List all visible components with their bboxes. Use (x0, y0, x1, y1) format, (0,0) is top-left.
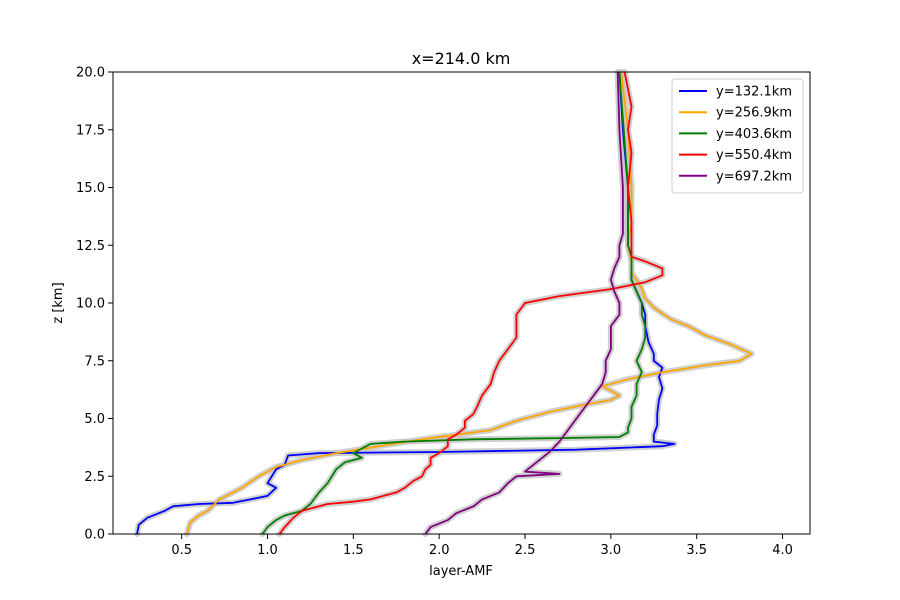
x-axis: 0.5 1.0 1.5 2.0 2.5 3.0 3.5 4.0 (171, 534, 793, 558)
y-tick-label: 17.5 (76, 123, 105, 138)
x-tick-label: 3.5 (686, 543, 707, 558)
series-lines (136, 71, 753, 535)
x-tick-label: 3.0 (601, 543, 622, 558)
x-tick-label: 0.5 (171, 543, 192, 558)
x-tick-label: 1.5 (343, 543, 364, 558)
legend-label: y=697.2km (716, 169, 792, 184)
series-line (185, 71, 753, 535)
legend-label: y=256.9km (716, 106, 792, 121)
y-tick-label: 12.5 (76, 239, 105, 254)
legend-label: y=132.1km (716, 85, 792, 100)
y-tick-label: 15.0 (76, 181, 105, 196)
legend-box (671, 78, 804, 194)
y-tick-label: 2.5 (84, 470, 105, 485)
legend-label: y=403.6km (716, 127, 792, 142)
series-line (261, 71, 647, 535)
x-tick-label: 1.0 (257, 543, 278, 558)
y-axis: 0.0 2.5 5.0 7.5 10.0 12.5 15.0 17.5 20.0 (76, 66, 113, 543)
x-axis-label: layer-AMF (429, 564, 493, 579)
y-tick-label: 5.0 (84, 412, 105, 427)
y-tick-label: 10.0 (76, 297, 105, 312)
x-tick-label: 4.0 (772, 543, 793, 558)
series-line (278, 71, 664, 535)
legend-label: y=550.4km (716, 148, 792, 163)
y-tick-label: 0.0 (84, 528, 105, 543)
chart-title: x=214.0 km (412, 49, 511, 68)
legend: y=132.1km y=256.9km y=403.6km y=550.4km y=69… (671, 78, 804, 194)
y-tick-label: 7.5 (84, 354, 105, 369)
series-line (424, 71, 624, 535)
y-axis-label: z [km] (51, 282, 66, 323)
x-tick-label: 2.5 (515, 543, 536, 558)
y-tick-label: 20.0 (76, 66, 105, 81)
x-tick-label: 2.0 (429, 543, 450, 558)
